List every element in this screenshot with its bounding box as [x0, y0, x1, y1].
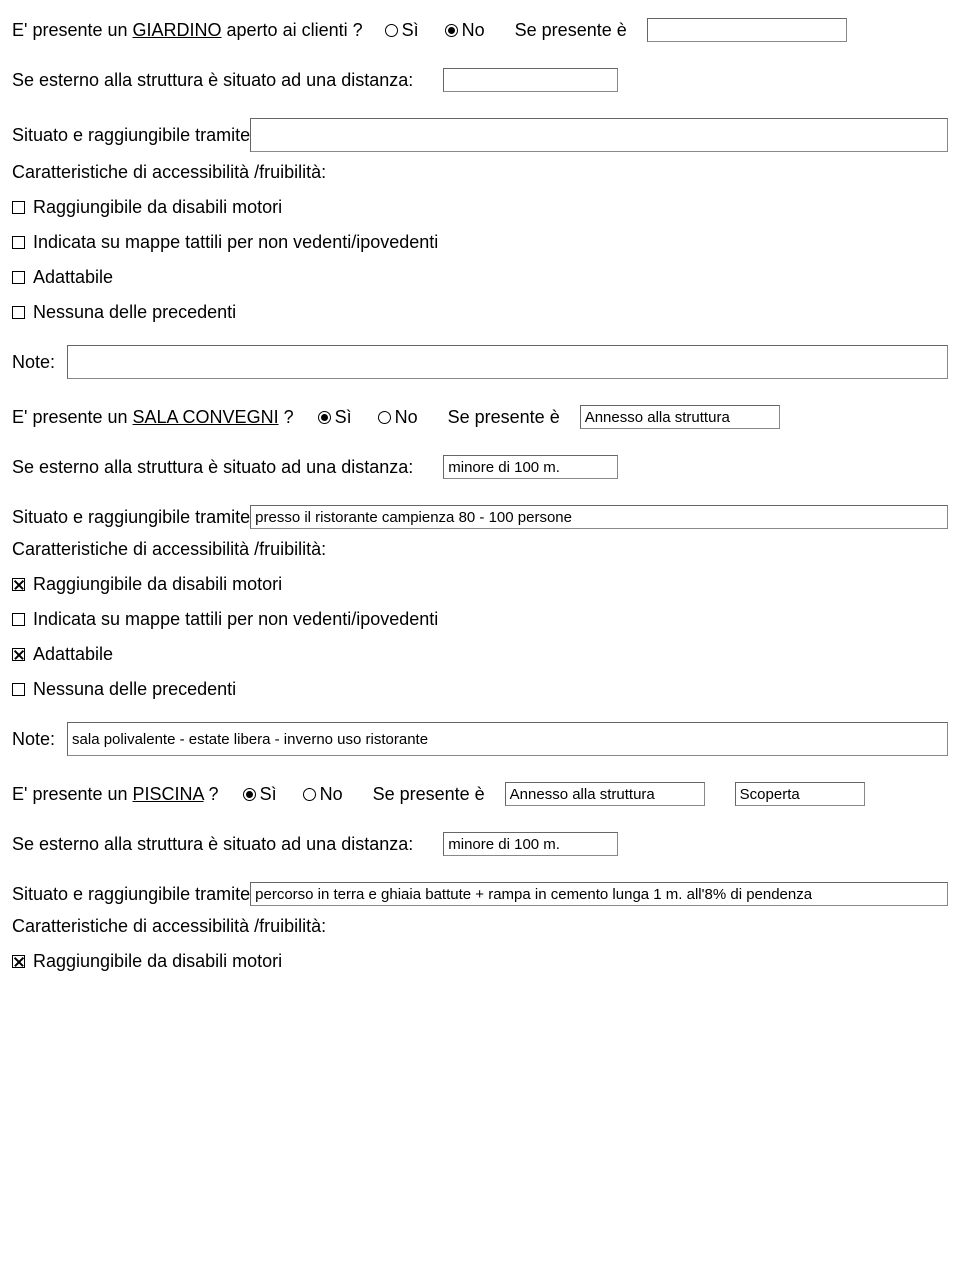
piscina-question: E' presente un PISCINA ?	[12, 784, 219, 805]
giardino-cb-mappe[interactable]	[12, 236, 25, 249]
piscina-cb-raggiungibile-row: Raggiungibile da disabili motori	[12, 951, 948, 972]
si-label: Sì	[335, 407, 352, 428]
giardino-radio-si[interactable]	[385, 24, 398, 37]
piscina-distanza-input[interactable]: minore di 100 m.	[443, 832, 618, 856]
tramite-label: Situato e raggiungibile tramite	[12, 884, 250, 905]
piscina-tramite-input[interactable]: percorso in terra e ghiaia battute + ram…	[250, 882, 948, 906]
giardino-radio-no[interactable]	[445, 24, 458, 37]
sala-radio-no[interactable]	[378, 411, 391, 424]
tramite-label: Situato e raggiungibile tramite	[12, 507, 250, 528]
sala-note-input[interactable]: sala polivalente - estate libera - inver…	[67, 722, 948, 756]
distanza-label: Se esterno alla struttura è situato ad u…	[12, 457, 413, 478]
giardino-cb-raggiungibile-row: Raggiungibile da disabili motori	[12, 197, 948, 218]
giardino-distanza-row: Se esterno alla struttura è situato ad u…	[12, 68, 948, 92]
sala-tramite-row: Situato e raggiungibile tramite presso i…	[12, 505, 948, 529]
piscina-distanza-row: Se esterno alla struttura è situato ad u…	[12, 832, 948, 856]
cb-mappe-label: Indicata su mappe tattili per non vedent…	[33, 609, 438, 630]
giardino-q-suffix: aperto ai clienti ?	[222, 20, 363, 40]
piscina-question-row: E' presente un PISCINA ? Sì No Se presen…	[12, 782, 948, 806]
cb-raggiungibile-label: Raggiungibile da disabili motori	[33, 197, 282, 218]
giardino-tramite-input[interactable]	[250, 118, 948, 152]
sala-question: E' presente un SALA CONVEGNI ?	[12, 407, 294, 428]
giardino-note-row: Note:	[12, 345, 948, 379]
se-presente-label: Se presente è	[373, 784, 485, 805]
piscina-q-prefix: E' presente un	[12, 784, 133, 804]
giardino-cb-mappe-row: Indicata su mappe tattili per non vedent…	[12, 232, 948, 253]
sala-caratt-label: Caratteristiche di accessibilità /fruibi…	[12, 539, 948, 560]
cb-mappe-label: Indicata su mappe tattili per non vedent…	[33, 232, 438, 253]
no-label: No	[395, 407, 418, 428]
sala-cb-adattabile-row: Adattabile	[12, 644, 948, 665]
sala-cb-raggiungibile-row: Raggiungibile da disabili motori	[12, 574, 948, 595]
giardino-cb-nessuna[interactable]	[12, 306, 25, 319]
sala-radio-si[interactable]	[318, 411, 331, 424]
sala-q-suffix: ?	[279, 407, 294, 427]
piscina-tramite-row: Situato e raggiungibile tramite percorso…	[12, 882, 948, 906]
cb-adattabile-label: Adattabile	[33, 644, 113, 665]
piscina-se-presente-input[interactable]: Annesso alla struttura	[505, 782, 705, 806]
sala-q-name: SALA CONVEGNI	[133, 407, 279, 427]
se-presente-label: Se presente è	[515, 20, 627, 41]
piscina-se-presente-input-2[interactable]: Scoperta	[735, 782, 865, 806]
cb-raggiungibile-label: Raggiungibile da disabili motori	[33, 951, 282, 972]
sala-cb-adattabile[interactable]	[12, 648, 25, 661]
sala-note-row: Note: sala polivalente - estate libera -…	[12, 722, 948, 756]
caratt-label: Caratteristiche di accessibilità /fruibi…	[12, 916, 326, 937]
piscina-cb-raggiungibile[interactable]	[12, 955, 25, 968]
sala-distanza-input[interactable]: minore di 100 m.	[443, 455, 618, 479]
giardino-distanza-input[interactable]	[443, 68, 618, 92]
giardino-caratt-label: Caratteristiche di accessibilità /fruibi…	[12, 162, 948, 183]
giardino-note-input[interactable]	[67, 345, 948, 379]
piscina-q-name: PISCINA	[133, 784, 204, 804]
giardino-cb-nessuna-row: Nessuna delle precedenti	[12, 302, 948, 323]
sala-cb-mappe-row: Indicata su mappe tattili per non vedent…	[12, 609, 948, 630]
no-label: No	[462, 20, 485, 41]
giardino-q-name: GIARDINO	[133, 20, 222, 40]
sala-se-presente-input[interactable]: Annesso alla struttura	[580, 405, 780, 429]
cb-nessuna-label: Nessuna delle precedenti	[33, 679, 236, 700]
sala-distanza-row: Se esterno alla struttura è situato ad u…	[12, 455, 948, 479]
giardino-cb-adattabile[interactable]	[12, 271, 25, 284]
piscina-radio-si[interactable]	[243, 788, 256, 801]
sala-cb-raggiungibile[interactable]	[12, 578, 25, 591]
cb-adattabile-label: Adattabile	[33, 267, 113, 288]
caratt-label: Caratteristiche di accessibilità /fruibi…	[12, 162, 326, 183]
sala-question-row: E' presente un SALA CONVEGNI ? Sì No Se …	[12, 405, 948, 429]
giardino-cb-raggiungibile[interactable]	[12, 201, 25, 214]
cb-nessuna-label: Nessuna delle precedenti	[33, 302, 236, 323]
note-label: Note:	[12, 352, 55, 373]
sala-cb-mappe[interactable]	[12, 613, 25, 626]
piscina-q-suffix: ?	[204, 784, 219, 804]
piscina-caratt-label: Caratteristiche di accessibilità /fruibi…	[12, 916, 948, 937]
sala-cb-nessuna-row: Nessuna delle precedenti	[12, 679, 948, 700]
cb-raggiungibile-label: Raggiungibile da disabili motori	[33, 574, 282, 595]
distanza-label: Se esterno alla struttura è situato ad u…	[12, 70, 413, 91]
distanza-label: Se esterno alla struttura è situato ad u…	[12, 834, 413, 855]
giardino-tramite-row: Situato e raggiungibile tramite	[12, 118, 948, 152]
se-presente-label: Se presente è	[448, 407, 560, 428]
piscina-radio-no[interactable]	[303, 788, 316, 801]
caratt-label: Caratteristiche di accessibilità /fruibi…	[12, 539, 326, 560]
si-label: Sì	[260, 784, 277, 805]
no-label: No	[320, 784, 343, 805]
si-label: Sì	[402, 20, 419, 41]
giardino-q-prefix: E' presente un	[12, 20, 133, 40]
tramite-label: Situato e raggiungibile tramite	[12, 125, 250, 146]
giardino-question: E' presente un GIARDINO aperto ai client…	[12, 20, 363, 41]
note-label: Note:	[12, 729, 55, 750]
sala-cb-nessuna[interactable]	[12, 683, 25, 696]
giardino-se-presente-input[interactable]	[647, 18, 847, 42]
sala-tramite-input[interactable]: presso il ristorante campienza 80 - 100 …	[250, 505, 948, 529]
giardino-cb-adattabile-row: Adattabile	[12, 267, 948, 288]
sala-q-prefix: E' presente un	[12, 407, 133, 427]
giardino-question-row: E' presente un GIARDINO aperto ai client…	[12, 18, 948, 42]
